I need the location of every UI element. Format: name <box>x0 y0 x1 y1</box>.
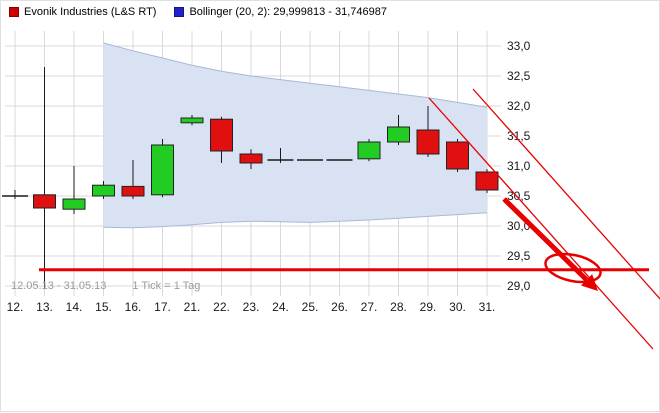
svg-text:28.: 28. <box>390 300 407 314</box>
svg-text:12.: 12. <box>7 300 24 314</box>
svg-text:32,5: 32,5 <box>507 69 531 83</box>
svg-text:27.: 27. <box>361 300 378 314</box>
svg-text:31,0: 31,0 <box>507 159 531 173</box>
svg-text:32,0: 32,0 <box>507 99 531 113</box>
svg-text:15.: 15. <box>95 300 112 314</box>
svg-text:30,5: 30,5 <box>507 189 531 203</box>
price-series-label: Evonik Industries (L&S RT) <box>24 6 157 18</box>
svg-text:24.: 24. <box>272 300 289 314</box>
svg-text:33,0: 33,0 <box>507 39 531 53</box>
svg-text:13.: 13. <box>36 300 53 314</box>
price-series-swatch-icon <box>9 7 19 17</box>
bollinger-swatch-icon <box>174 7 185 17</box>
svg-text:31,5: 31,5 <box>507 129 531 143</box>
svg-text:14.: 14. <box>66 300 83 314</box>
svg-text:26.: 26. <box>331 300 348 314</box>
date-range-label: 12.05.13 - 31.05.13 <box>11 280 107 292</box>
tick-interval-label: 1 Tick = 1 Tag <box>132 280 201 292</box>
svg-text:29,5: 29,5 <box>507 249 531 263</box>
svg-text:29,0: 29,0 <box>507 279 531 293</box>
svg-text:29.: 29. <box>420 300 437 314</box>
svg-text:25.: 25. <box>302 300 319 314</box>
svg-text:22.: 22. <box>213 300 230 314</box>
legend-item-price: Evonik Industries (L&S RT) <box>9 6 156 18</box>
svg-text:21.: 21. <box>184 300 201 314</box>
svg-text:23.: 23. <box>243 300 260 314</box>
chart-legend: Evonik Industries (L&S RT) Bollinger (20… <box>9 6 387 18</box>
svg-text:30.: 30. <box>449 300 466 314</box>
svg-text:16.: 16. <box>125 300 142 314</box>
bollinger-label: Bollinger (20, 2): 29,999813 - 31,746987 <box>189 6 388 18</box>
svg-text:17.: 17. <box>154 300 171 314</box>
legend-item-bollinger: Bollinger (20, 2): 29,999813 - 31,746987 <box>174 6 387 18</box>
chart-info-bar: 12.05.13 - 31.05.13 1 Tick = 1 Tag <box>11 280 200 292</box>
svg-text:31.: 31. <box>479 300 496 314</box>
